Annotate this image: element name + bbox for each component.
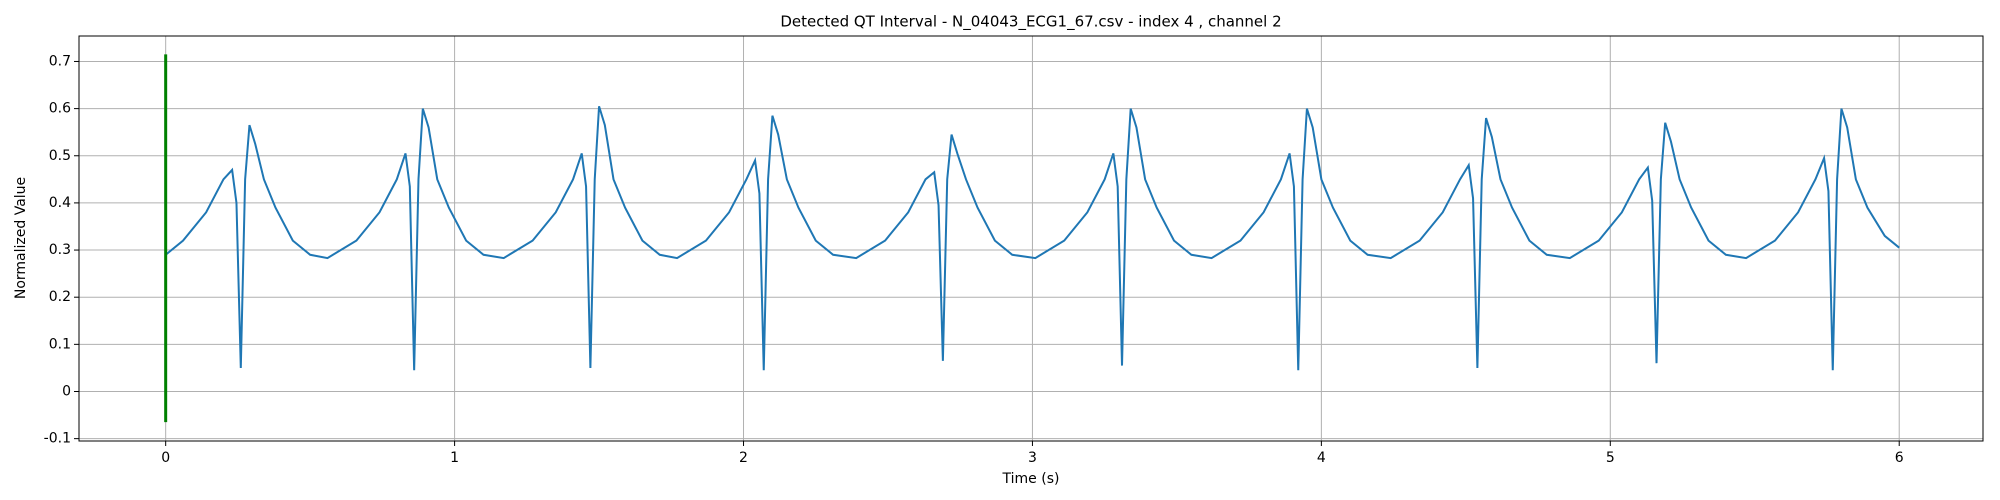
data-line	[165, 105, 1900, 371]
y-tick-label: 0.6	[49, 101, 71, 117]
chart-title: Detected QT Interval - N_04043_ECG1_67.c…	[780, 13, 1281, 32]
x-tick-label: 5	[1606, 450, 1615, 466]
x-tick-label: 6	[1895, 450, 1904, 466]
x-tick-label: 0	[161, 450, 170, 466]
plot-frame	[78, 35, 1984, 442]
x-tick-label: 4	[1317, 450, 1326, 466]
y-tick-label: 0.3	[49, 242, 71, 258]
x-axis-label: Time (s)	[1002, 471, 1060, 487]
x-tick-label: 1	[450, 450, 459, 466]
y-tick-label: 0	[62, 383, 71, 399]
y-tick-label: 0.4	[49, 195, 71, 211]
y-tick-label: -0.1	[44, 431, 71, 447]
x-tick-label: 2	[739, 450, 748, 466]
y-tick-label: 0.5	[49, 148, 71, 164]
y-tick-label: 0.7	[49, 53, 71, 69]
y-tick-label: 0.2	[49, 289, 71, 305]
y-axis-label: Normalized Value	[13, 177, 29, 299]
x-tick-label: 3	[1028, 450, 1037, 466]
y-tick-label: 0.1	[49, 336, 71, 352]
